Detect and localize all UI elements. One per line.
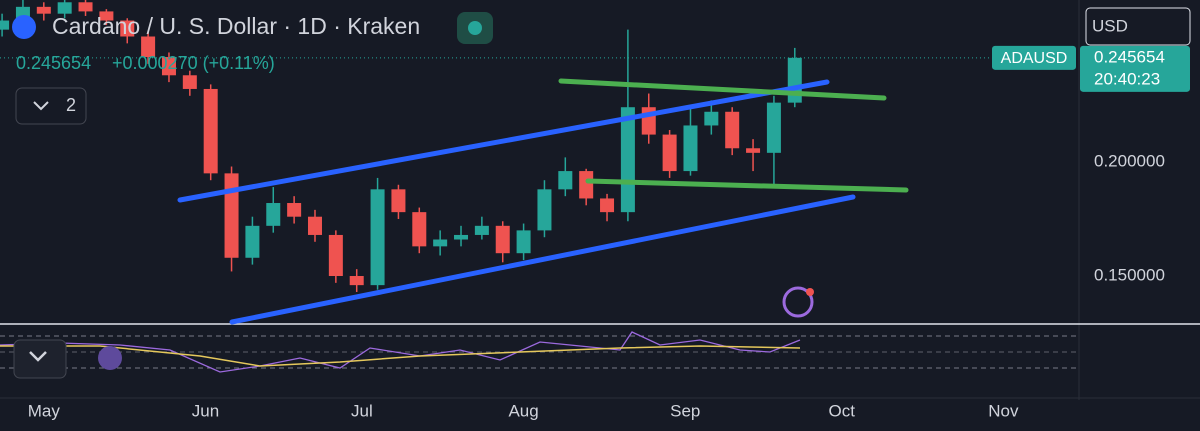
x-tick-label: May [28,401,61,420]
candle-body [349,276,364,286]
candle-body [36,6,51,14]
last-price: 0.245654 [16,53,91,73]
candle-body [683,125,698,172]
candle-body [558,171,573,190]
candle-body [224,173,239,258]
trend-line [558,78,887,101]
candle-body [433,239,448,247]
chevron-icon [33,101,49,111]
symbol-tag-bg [992,45,1076,70]
candle-body [766,102,781,153]
candle-body [454,234,469,240]
candle-body [620,107,635,213]
y-tick-label: 0.200000 [1094,151,1165,170]
candle-body [0,20,10,30]
candle-body [203,88,218,174]
currency[interactable]: USD [1092,16,1128,35]
trend-line [177,79,830,203]
candle-body [370,189,385,286]
currency-select[interactable] [1085,7,1191,46]
candle-body [120,20,135,37]
candle-body [99,11,114,21]
candle-body [662,134,677,172]
candle-body [600,198,615,213]
candle-body [537,189,552,231]
rsi-ma-line [0,345,801,367]
status-dot [468,21,482,35]
candle-body [391,189,406,213]
candle-body [57,2,72,14]
price-change: +0.000270 (+0.11%) [112,53,275,73]
y-tick-label: 0.150000 [1094,265,1165,284]
candle-body [266,203,281,226]
candle-body [307,216,322,235]
price-tag: 0.245654 [1094,47,1165,66]
candle-body [161,57,176,76]
candle-body [474,225,489,235]
price-tag-bg [1080,45,1190,92]
candle-body [245,225,260,258]
candle-body [495,225,510,254]
x-tick-label: Sep [670,401,700,420]
candle-body [328,234,343,277]
candle-body [704,111,719,126]
candle-body [746,148,761,153]
x-tick-label: Jul [351,401,373,420]
chevron-icon [29,351,47,362]
candle-body [182,75,197,89]
x-tick-label: Aug [508,401,538,420]
candle-body [579,171,594,199]
candle-body [516,230,531,254]
x-tick-label: Jun [192,401,219,420]
x-tick-label: Oct [828,401,855,420]
candles [0,0,802,292]
alert-icon[interactable] [782,286,814,318]
trend-line [585,178,909,193]
layout-count: 2 [66,95,76,115]
candle-body [412,212,427,247]
candle-body [78,2,93,12]
indicator-icon[interactable] [98,346,122,370]
countdown: 20:40:23 [1094,69,1160,88]
alert-dot [806,288,814,296]
trend-line [229,194,856,325]
coin-icon [12,15,36,39]
layout-button[interactable] [15,87,87,125]
symbol-tag: ADAUSD [1001,50,1068,67]
rsi-line [0,331,801,373]
candle-body [725,111,740,149]
x-tick-label: Nov [988,401,1019,420]
candle-body [141,36,156,58]
symbol-title: Cardano / U. S. Dollar · 1D · Kraken [52,13,420,39]
candle-body [287,203,302,217]
